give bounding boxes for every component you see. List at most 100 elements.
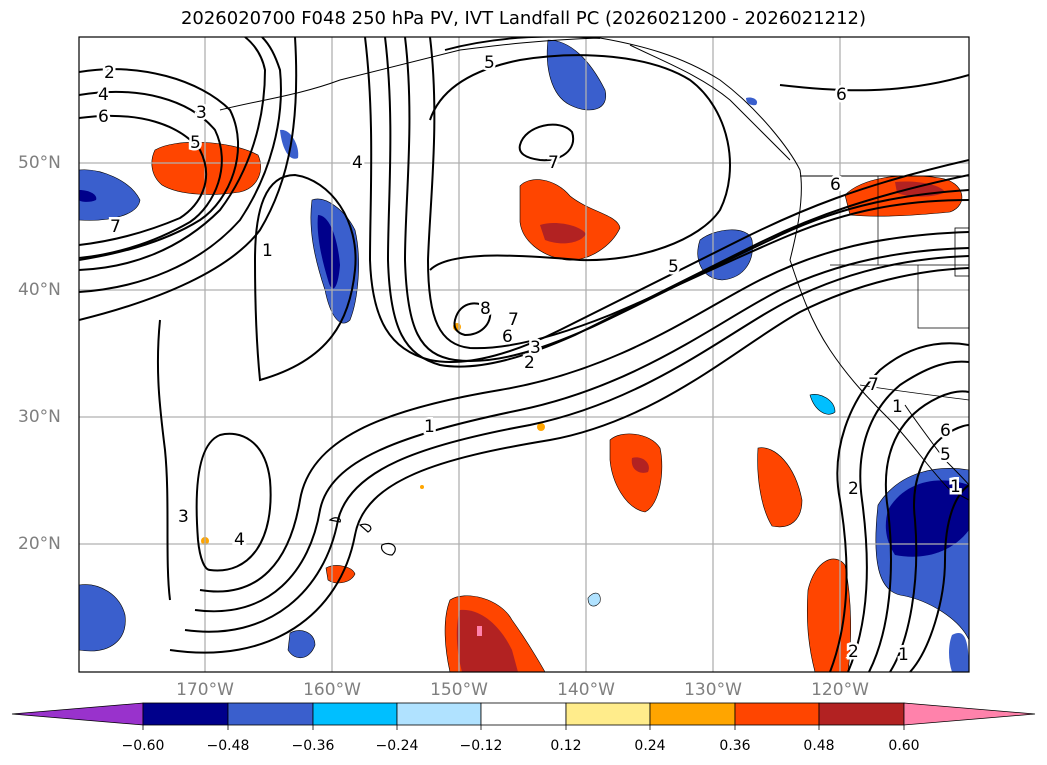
shade-positive <box>757 447 803 528</box>
lon-label: 160°W <box>303 680 361 700</box>
lat-label: 50°N <box>18 153 61 173</box>
colorbar-cell <box>818 702 905 726</box>
contour-line <box>429 54 731 271</box>
contour-label: 1 <box>424 417 435 437</box>
colorbar-tick-label: 0.36 <box>719 738 751 754</box>
contour-label: 1 <box>898 645 909 665</box>
contour-label: 3 <box>530 338 541 358</box>
colorbar-cell <box>227 702 314 726</box>
shade-small <box>420 485 424 489</box>
contour-line <box>194 247 969 613</box>
shade-strong-negative <box>885 480 969 557</box>
contour-line <box>384 37 969 368</box>
shade-negative <box>949 633 969 672</box>
contour-line <box>79 37 298 321</box>
colorbar-extend-low <box>11 702 144 726</box>
shade-strong-negative <box>317 215 340 289</box>
contour-line <box>253 173 357 382</box>
contour-label: 6 <box>830 175 841 195</box>
island-hawaii <box>328 517 396 556</box>
contour-label: 5 <box>940 445 951 465</box>
border-states <box>830 176 969 329</box>
contour-label: 6 <box>98 107 109 127</box>
shade-negative <box>79 584 126 652</box>
colorbar-tick-label: 0.48 <box>803 738 835 754</box>
contour-line <box>868 390 969 672</box>
lon-label: 140°W <box>557 680 615 700</box>
contour-label: 3 <box>196 103 207 123</box>
lon-label: 170°W <box>176 680 234 700</box>
contour-line <box>829 342 969 672</box>
contour-label: 2 <box>104 63 115 83</box>
shade-strong <box>631 457 649 473</box>
contour-label: 1 <box>892 397 903 417</box>
coast-baja <box>904 404 969 486</box>
contour-line <box>364 37 969 363</box>
colorbar-cell <box>565 702 651 726</box>
shade-negative <box>79 169 141 221</box>
shade-positive <box>609 433 663 513</box>
colorbar-cell <box>396 702 482 726</box>
colorbar-tick-label: −0.60 <box>121 738 165 754</box>
colorbar-tick-label: −0.24 <box>375 738 419 754</box>
contour-label: 7 <box>508 310 519 330</box>
shade-negative <box>587 592 601 607</box>
contour-line <box>79 37 282 293</box>
coastline-islands <box>629 44 791 161</box>
contour-label: 1 <box>262 241 273 261</box>
shade-positive <box>325 565 356 584</box>
contour-line <box>889 424 969 672</box>
colorbar-tick-label: −0.48 <box>206 738 250 754</box>
contour-label: 7 <box>110 217 121 237</box>
contour-label: 3 <box>178 507 189 527</box>
contour-line <box>403 37 969 362</box>
colorbar-cell <box>312 702 398 726</box>
colorbar-tick-label: 0.12 <box>550 738 582 754</box>
map-title: 2026020700 F048 250 hPa PV, IVT Landfall… <box>180 8 867 29</box>
contour-label: 4 <box>98 85 109 105</box>
contour-line <box>453 302 492 337</box>
contour-line <box>847 360 969 672</box>
colorbar <box>11 702 1036 730</box>
contour-line <box>199 231 969 593</box>
contour-label: 5 <box>668 257 679 277</box>
contour-line <box>79 68 239 261</box>
contour-label: 4 <box>234 530 245 550</box>
shade-negative <box>809 394 836 415</box>
contour-label: 7 <box>548 153 559 173</box>
shade-negative <box>546 39 607 111</box>
colorbar-tick-label: 0.60 <box>888 738 920 754</box>
contour-label: 2 <box>524 353 535 373</box>
contour-line <box>79 114 208 246</box>
contour-line <box>426 37 969 350</box>
contour-line <box>79 90 223 259</box>
contour-label: 8 <box>480 299 491 319</box>
shade-max <box>477 626 482 636</box>
lon-label: 130°W <box>684 680 742 700</box>
colorbar-cell <box>480 702 567 726</box>
colorbar-tick-label: 0.24 <box>634 738 666 754</box>
contour-label: 2 <box>848 479 859 499</box>
contour-label: 5 <box>190 133 201 153</box>
shade-small <box>537 423 545 431</box>
shade-positive <box>519 179 621 261</box>
contour-line <box>518 123 575 162</box>
contour-lines <box>79 37 969 672</box>
contour-line <box>184 255 969 633</box>
contour-label: 4 <box>352 153 363 173</box>
contour-line <box>195 432 272 572</box>
contour-line <box>156 319 171 601</box>
contour-label-group: 2 4 6 3 5 7 4 1 5 7 6 8 7 6 3 2 1 5 6 7 … <box>96 51 964 668</box>
shade-negative <box>287 630 316 658</box>
colorbar-cell <box>649 702 736 726</box>
island-vancouver <box>954 227 969 277</box>
contour-line <box>169 267 969 654</box>
contour-label: 1 <box>950 477 961 497</box>
contour-line <box>79 37 267 271</box>
contour-label: 6 <box>502 327 513 347</box>
shade-negative <box>280 129 299 159</box>
colorbar-extend-high <box>903 702 1036 726</box>
contour-label: 2 <box>848 642 859 662</box>
border-mexico <box>859 384 969 401</box>
